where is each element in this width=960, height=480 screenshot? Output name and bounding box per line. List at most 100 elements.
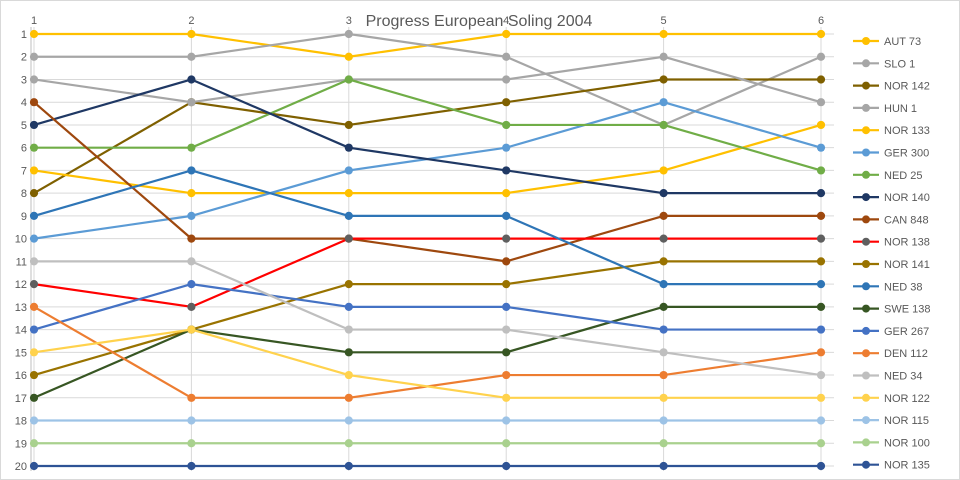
data-point-marker: [659, 348, 668, 357]
data-point-marker: [502, 29, 511, 39]
legend-item-ned-25: NED 25: [853, 170, 923, 182]
legend-label: CAN 848: [884, 214, 929, 226]
data-point-marker: [816, 348, 826, 357]
data-point-marker: [502, 280, 511, 289]
x-axis-tick-label: 1: [31, 15, 37, 27]
series-line-nor-140: [32, 78, 823, 195]
data-point-marker: [816, 416, 826, 425]
legend-label: NED 25: [884, 170, 923, 182]
data-point-marker: [29, 75, 39, 84]
legend-item-ned-34: NED 34: [853, 371, 923, 383]
legend-swatch-marker: [862, 103, 870, 112]
data-point-marker: [502, 416, 511, 425]
data-point-marker: [344, 439, 353, 448]
data-point-marker: [187, 439, 196, 448]
data-point-marker: [502, 234, 511, 243]
data-point-marker: [659, 416, 668, 425]
y-axis-tick-label: 6: [21, 143, 27, 155]
series-nor-100: [29, 439, 826, 448]
data-point-marker: [29, 439, 39, 448]
legend-item-nor-115: NOR 115: [853, 415, 929, 427]
data-point-marker: [659, 325, 668, 334]
data-point-marker: [659, 166, 668, 175]
data-point-marker: [344, 29, 353, 39]
legend-item-swe-138: SWE 138: [853, 304, 930, 316]
legend-swatch-marker: [862, 170, 870, 179]
y-axis-tick-label: 20: [15, 461, 27, 473]
data-point-marker: [29, 234, 39, 243]
series-line-slo-1: [32, 32, 823, 127]
legend-label: NOR 133: [884, 125, 930, 137]
legend-swatch-marker: [862, 438, 870, 447]
data-point-marker: [502, 257, 511, 266]
series-line-ned-25: [32, 78, 823, 172]
series-ned-38: [29, 166, 826, 289]
data-point-marker: [659, 302, 668, 311]
legend-swatch-marker: [862, 304, 870, 313]
data-point-marker: [29, 52, 39, 61]
data-point-marker: [187, 257, 196, 266]
series-line-swe-138: [32, 305, 823, 399]
data-point-marker: [816, 370, 826, 380]
legend-swatch-marker: [862, 126, 870, 135]
y-axis-tick-label: 12: [15, 279, 27, 291]
data-point-marker: [344, 416, 353, 425]
data-point-marker: [816, 211, 826, 220]
legend: AUT 73 SLO 1 NOR 142 HUN 1 NOR 133 GER 300 NED…: [853, 36, 930, 472]
series-nor-141: [29, 257, 826, 380]
data-point-marker: [187, 29, 196, 39]
series-ned-25: [29, 75, 826, 175]
series-line-nor-122: [32, 328, 823, 399]
data-point-marker: [816, 189, 826, 198]
legend-label: NOR 141: [884, 259, 930, 271]
legend-item-ned-38: NED 38: [853, 281, 923, 293]
y-axis-tick-label: 5: [21, 120, 27, 132]
data-point-marker: [502, 348, 511, 357]
legend-label: AUT 73: [884, 36, 921, 48]
series-swe-138: [29, 302, 826, 402]
legend-item-nor-138: NOR 138: [853, 237, 930, 249]
x-axis-tick-label: 2: [188, 15, 194, 27]
data-point-marker: [659, 189, 668, 198]
data-point-marker: [187, 234, 196, 243]
legend-swatch-marker: [862, 193, 870, 202]
series-line-nor-138: [32, 237, 823, 308]
legend-swatch-marker: [862, 371, 870, 380]
y-axis-tick-label: 10: [15, 234, 27, 246]
data-point-marker: [502, 302, 511, 311]
data-point-marker: [659, 257, 668, 266]
data-point-marker: [29, 280, 39, 289]
series-nor-140: [29, 75, 826, 198]
data-point-marker: [659, 52, 668, 61]
data-point-marker: [502, 75, 511, 84]
y-axis-tick-label: 3: [21, 74, 27, 86]
legend-swatch-marker: [862, 282, 870, 291]
data-point-marker: [344, 75, 353, 84]
data-point-marker: [344, 143, 353, 152]
data-point-marker: [659, 120, 668, 130]
data-point-marker: [344, 348, 353, 357]
legend-item-hun-1: HUN 1: [853, 103, 917, 115]
data-point-marker: [29, 189, 39, 198]
series-nor-142: [29, 75, 826, 198]
data-point-marker: [187, 416, 196, 425]
series-slo-1: [29, 29, 826, 130]
x-axis-labels: 1 2 3 4 5 6: [31, 15, 824, 27]
data-point-marker: [816, 439, 826, 448]
gridlines: [30, 27, 834, 471]
data-point-marker: [187, 189, 196, 198]
x-axis-tick-label: 4: [503, 15, 509, 27]
data-point-marker: [816, 52, 826, 61]
legend-item-nor-140: NOR 140: [853, 192, 930, 204]
x-axis-tick-label: 6: [818, 15, 824, 27]
data-point-marker: [816, 302, 826, 311]
data-point-marker: [502, 393, 511, 402]
legend-swatch-marker: [862, 37, 870, 45]
data-point-marker: [502, 52, 511, 61]
legend-swatch-marker: [862, 237, 870, 246]
data-point-marker: [187, 166, 196, 175]
data-point-marker: [344, 166, 353, 175]
y-axis-tick-label: 16: [15, 370, 27, 382]
data-point-marker: [29, 143, 39, 152]
